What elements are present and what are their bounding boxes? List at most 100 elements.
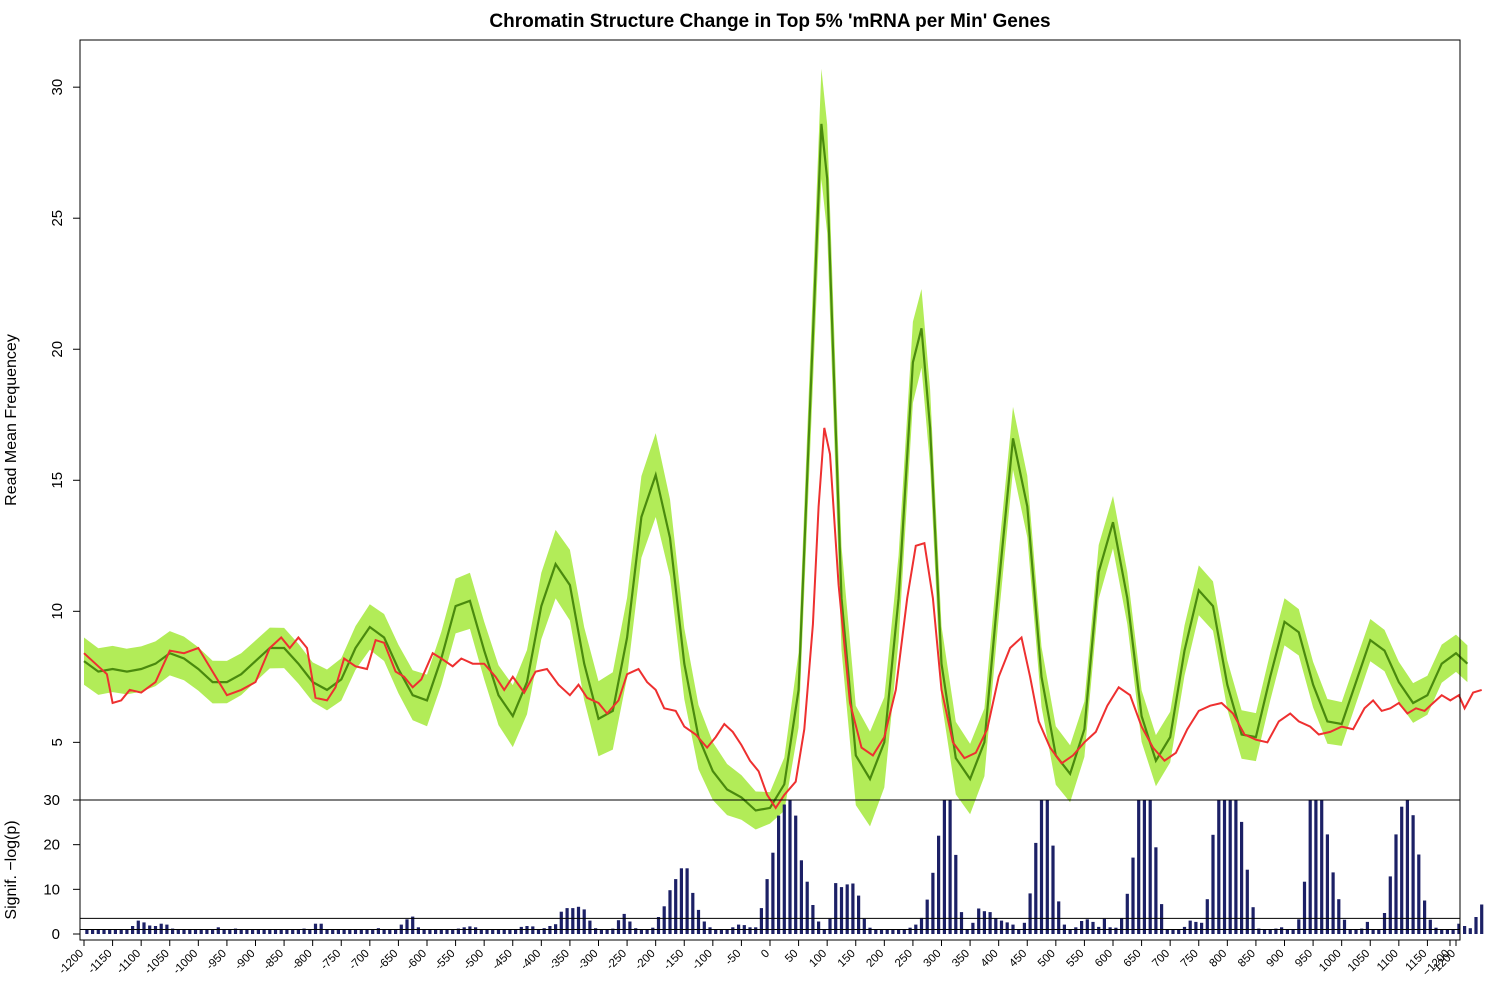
x-tick-label: 1050 — [1346, 948, 1373, 975]
significance-bar — [822, 929, 826, 934]
significance-bar — [839, 887, 844, 934]
significance-bar — [353, 929, 358, 934]
x-tick-label: -700 — [347, 948, 372, 973]
x-tick-label: 800 — [1207, 948, 1229, 970]
significance-bar — [96, 929, 100, 934]
significance-bar — [502, 929, 506, 934]
x-tick-label: -100 — [690, 948, 715, 973]
significance-bar — [994, 918, 998, 934]
significance-bar — [1445, 929, 1449, 934]
significance-bar — [273, 929, 278, 934]
x-tick-label: 950 — [1293, 948, 1315, 970]
x-tick-label: 450 — [1007, 948, 1029, 970]
x-tick-label: -1100 — [115, 948, 144, 977]
significance-bar — [1302, 881, 1307, 934]
significance-bar — [925, 899, 929, 934]
x-tick-label: -800 — [290, 948, 315, 973]
x-tick-label: -750 — [319, 948, 344, 973]
significance-bar — [696, 909, 701, 934]
significance-bar — [1022, 922, 1026, 934]
x-tick-label: 900 — [1265, 948, 1287, 970]
bottom-y-axis: 0 10 20 30 — [43, 792, 81, 943]
significance-bar — [1274, 928, 1278, 934]
significance-bar — [1382, 913, 1387, 934]
significance-bar — [359, 929, 363, 934]
significance-bar — [634, 928, 638, 934]
significance-bar — [1160, 904, 1164, 934]
top-y-axis-label: Read Mean Frequencey — [3, 334, 20, 506]
significance-bar — [765, 879, 769, 934]
significance-bar — [748, 927, 752, 934]
x-tick-label: -200 — [633, 948, 658, 973]
significance-bar — [685, 868, 689, 934]
significance-bar — [1440, 929, 1444, 934]
significance-bar — [1388, 876, 1392, 934]
significance-bar — [857, 895, 861, 934]
top-y-tick-label: 30 — [49, 79, 66, 96]
significance-bar — [908, 927, 912, 934]
significance-bar — [565, 908, 569, 934]
significance-bar — [85, 929, 89, 934]
significance-bar — [1148, 800, 1152, 934]
x-tick-label: -1150 — [86, 948, 115, 977]
significance-bar — [474, 927, 478, 934]
significance-bar — [611, 928, 615, 934]
x-tick-label: 250 — [893, 948, 915, 970]
significance-bar — [1120, 918, 1124, 934]
significance-bar — [1348, 929, 1352, 934]
significance-bar — [982, 911, 986, 934]
significance-bar — [897, 929, 901, 934]
reference-lines — [80, 917, 1460, 931]
significance-bar — [113, 929, 117, 934]
significance-bar — [1034, 842, 1038, 934]
line-layer — [83, 123, 1482, 812]
significance-bar — [222, 929, 226, 934]
significance-bar — [891, 929, 895, 934]
significance-bar — [1045, 800, 1049, 934]
top-panel: 5 10 15 20 25 30 — [49, 39, 1482, 830]
bottom-y-tick-label: 0 — [52, 926, 60, 943]
significance-bar — [828, 918, 832, 934]
significance-bar — [1137, 800, 1141, 934]
significance-bar — [1108, 927, 1112, 934]
top-y-tick-label: 25 — [49, 210, 66, 227]
significance-bar — [1457, 923, 1461, 934]
significance-bar — [971, 922, 975, 934]
x-tick-label: 0 — [759, 948, 772, 961]
significance-bar — [1428, 919, 1432, 934]
significance-bar — [268, 929, 272, 934]
significance-bar — [1194, 921, 1198, 934]
top-y-tick-label: 20 — [49, 341, 66, 358]
significance-bar — [594, 928, 598, 934]
x-tick-label: 100 — [807, 948, 829, 970]
significance-bar — [1240, 821, 1244, 934]
x-tick-label: 350 — [950, 948, 972, 970]
significance-bar — [531, 926, 535, 934]
significance-bar — [1245, 869, 1249, 934]
x-tick-label: -450 — [490, 948, 515, 973]
significance-bar — [445, 929, 449, 934]
x-tick-label: -950 — [204, 948, 229, 973]
x-tick-label: 1100 — [1375, 948, 1401, 974]
x-tick-label: 50 — [783, 948, 801, 966]
significance-bar — [193, 929, 198, 934]
significance-bar — [1177, 929, 1181, 934]
significance-bar — [342, 929, 346, 934]
significance-bar — [1354, 929, 1358, 934]
x-tick-label: 300 — [922, 948, 944, 970]
significance-bar — [171, 928, 175, 934]
significance-bar — [868, 927, 872, 934]
significance-bar — [1028, 893, 1032, 934]
significance-bar — [919, 917, 924, 934]
significance-bar — [571, 908, 575, 934]
significance-bar — [491, 929, 495, 934]
significance-bar — [999, 920, 1004, 934]
significance-bar — [211, 929, 215, 934]
significance-bar — [519, 926, 523, 934]
significance-bar — [245, 929, 249, 934]
significance-bar — [777, 815, 781, 934]
significance-bar — [336, 929, 340, 934]
significance-bar — [588, 920, 592, 934]
x-tick-label: 1000 — [1317, 948, 1344, 975]
